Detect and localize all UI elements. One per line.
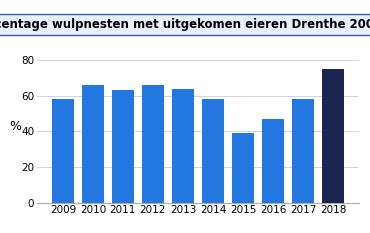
Bar xyxy=(172,89,194,203)
Bar xyxy=(262,119,284,203)
Bar xyxy=(112,90,134,203)
Bar xyxy=(322,69,344,203)
Text: Percentage wulpnesten met uitgekomen eieren Drenthe 2009-2018: Percentage wulpnesten met uitgekomen eie… xyxy=(0,18,370,31)
Bar xyxy=(292,99,314,203)
Y-axis label: %: % xyxy=(10,120,21,134)
Bar xyxy=(52,99,74,203)
Bar xyxy=(82,85,104,203)
Bar xyxy=(232,133,254,203)
Bar xyxy=(142,85,164,203)
Bar xyxy=(202,99,224,203)
